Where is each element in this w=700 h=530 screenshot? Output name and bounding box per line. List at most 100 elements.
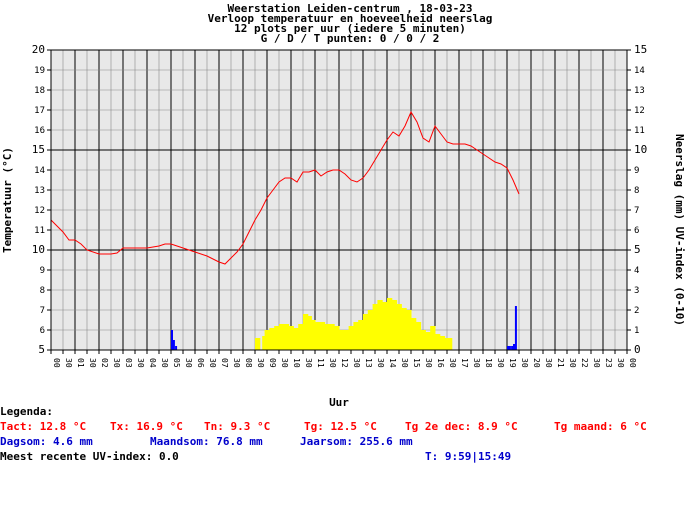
uv-bar [367, 310, 374, 350]
precipitation-bar [514, 306, 517, 350]
x-tick-label: 22 [580, 358, 589, 368]
x-tick-label: 00 [52, 358, 61, 368]
x-tick-label: 17 [460, 358, 469, 368]
precipitation-bar [513, 344, 515, 350]
right-tick-label: 13 [634, 86, 645, 96]
precipitation-bar [511, 346, 514, 350]
legend-tg-maand: Tg maand: 6 °C [554, 420, 647, 433]
x-tick-label: 06 [196, 358, 205, 368]
legend-tact: Tact: 12.8 °C [0, 420, 87, 433]
right-tick-label: 6 [634, 226, 639, 236]
right-tick-label: 11 [634, 126, 645, 136]
right-tick-label: 4 [634, 266, 639, 276]
x-tick-label: 30 [64, 358, 73, 368]
uv-bar [396, 304, 402, 350]
right-tick-label: 0 [634, 343, 641, 356]
left-tick-label: 14 [34, 166, 45, 176]
x-tick-label: 02 [100, 358, 109, 368]
left-tick-label: 19 [34, 66, 45, 76]
x-tick-label: 30 [592, 358, 601, 368]
left-tick-label: 18 [34, 86, 45, 96]
x-tick-label: 30 [616, 358, 625, 368]
y-axis-label-right: Neerslag (mm) UV-index (0-10) [673, 134, 686, 326]
uv-bar [298, 324, 304, 350]
uv-bar [288, 326, 294, 350]
x-tick-label: 30 [280, 358, 289, 368]
uv-bar [353, 322, 359, 350]
x-tick-label: 30 [184, 358, 193, 368]
legend-maandsom: Maandsom: 76.8 mm [150, 435, 263, 448]
x-tick-label: 30 [544, 358, 553, 368]
uv-bar [279, 324, 285, 350]
right-tick-label: 14 [634, 66, 645, 76]
x-tick-label: 23 [604, 358, 613, 368]
uv-bar [315, 322, 321, 350]
x-tick-label: 30 [232, 358, 241, 368]
precipitation-bar [507, 346, 509, 350]
x-tick-label: 04 [148, 358, 157, 368]
uv-bar [306, 316, 312, 350]
legend-tx: Tx: 16.9 °C [110, 420, 183, 433]
x-tick-label: 30 [400, 358, 409, 368]
uv-area [255, 298, 453, 350]
x-tick-label: 30 [448, 358, 457, 368]
left-tick-label: 9 [40, 266, 45, 276]
x-tick-label: 11 [316, 358, 325, 368]
left-tick-label: 17 [34, 106, 45, 116]
uv-bar [425, 332, 431, 350]
uv-bar [255, 338, 261, 350]
uv-bar [274, 326, 280, 350]
left-tick-label: 12 [34, 206, 45, 216]
precipitation-bar [171, 330, 173, 350]
left-tick-label: 15 [32, 143, 45, 156]
x-tick-label: 20 [532, 358, 541, 368]
x-tick-label: 21 [556, 358, 565, 368]
uv-bar [293, 328, 299, 350]
uv-bar [319, 322, 326, 350]
x-tick-label: 19 [508, 358, 517, 368]
x-tick-label: 30 [256, 358, 265, 368]
uv-bar [387, 298, 393, 350]
uv-bar [283, 324, 290, 350]
weather-chart: 5678910111213141516171819200123456789101… [1, 43, 686, 409]
uv-bar [303, 314, 309, 350]
legend-uv-recent: Meest recente UV-index: 0.0 [0, 450, 179, 463]
uv-bar [329, 324, 335, 350]
uv-bar [447, 338, 453, 350]
legend-tg: Tg: 12.5 °C [304, 420, 377, 433]
uv-bar [411, 318, 417, 350]
x-tick-label: 13 [364, 358, 373, 368]
x-tick-label: 15 [412, 358, 421, 368]
x-tick-label: 16 [436, 358, 445, 368]
y-axis-label-left: Temperatuur (°C) [1, 147, 14, 253]
right-tick-label: 5 [634, 243, 641, 256]
x-tick-label: 07 [220, 358, 229, 368]
left-tick-label: 11 [34, 226, 45, 236]
legend-tn: Tn: 9.3 °C [204, 420, 271, 433]
left-tick-label: 16 [34, 126, 45, 136]
uv-bar [377, 300, 383, 350]
x-tick-label: 30 [376, 358, 385, 368]
right-tick-label: 7 [634, 206, 639, 216]
x-tick-label: 30 [472, 358, 481, 368]
grid [50, 49, 628, 351]
right-tick-label: 12 [634, 106, 645, 116]
x-tick-label: 30 [520, 358, 529, 368]
x-tick-label: 08 [244, 358, 253, 368]
left-tick-label: 13 [34, 186, 45, 196]
precipitation-bar [508, 346, 511, 350]
right-tick-label: 8 [634, 186, 639, 196]
uv-bar [348, 326, 354, 350]
uv-bar [420, 330, 426, 350]
uv-bar [406, 310, 412, 350]
x-tick-label: 05 [172, 358, 181, 368]
x-tick-label: 30 [328, 358, 337, 368]
right-tick-label: 15 [634, 43, 647, 56]
legend-time: T: 9:59|15:49 [425, 450, 512, 463]
uv-bar [435, 334, 441, 350]
x-axis-label: Uur [329, 396, 349, 409]
x-tick-label: 30 [496, 358, 505, 368]
uv-bar [372, 304, 378, 350]
x-tick-label: 30 [88, 358, 97, 368]
right-tick-label: 2 [634, 306, 639, 316]
